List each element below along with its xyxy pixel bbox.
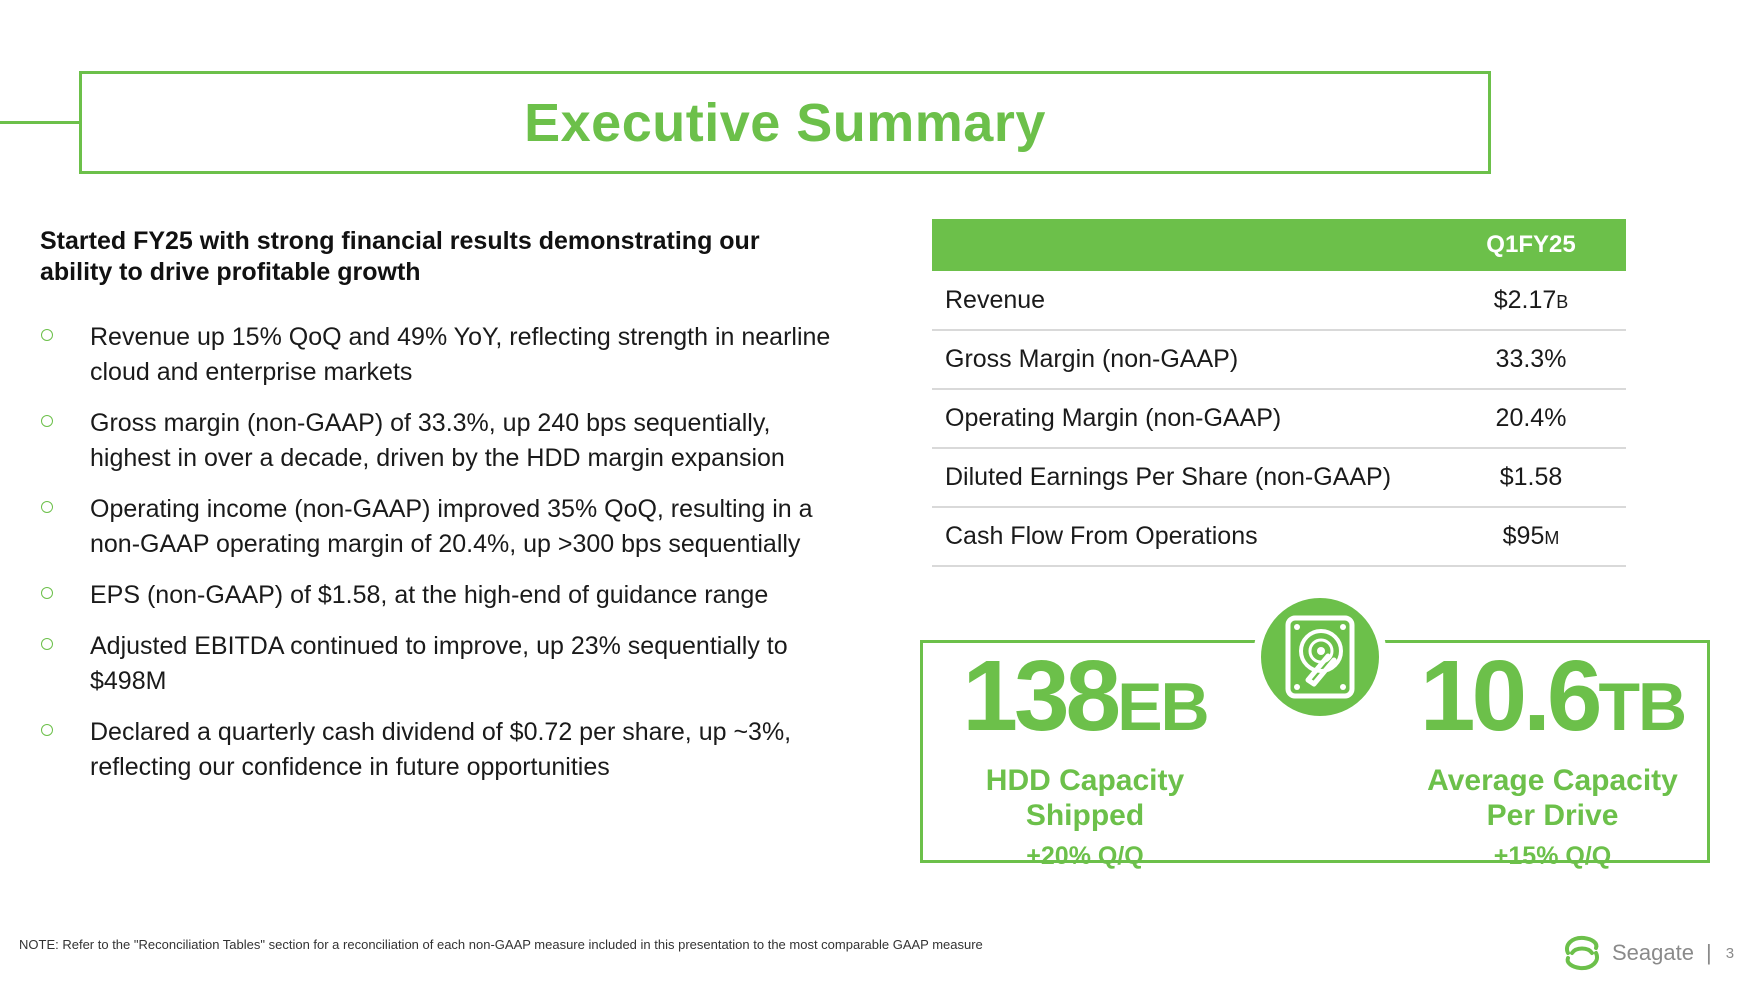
brand-name: Seagate xyxy=(1612,940,1694,965)
bullet-item: Gross margin (non-GAAP) of 33.3%, up 240… xyxy=(40,406,840,476)
stat-label-line: Average Capacity xyxy=(1427,764,1678,797)
footnote: NOTE: Refer to the "Reconciliation Table… xyxy=(19,937,983,952)
bullet-item: Declared a quarterly cash dividend of $0… xyxy=(40,715,840,785)
bullet-text: Operating income (non-GAAP) improved 35%… xyxy=(90,495,813,558)
metric-label: Gross Margin (non-GAAP) xyxy=(932,330,1436,390)
page-title: Executive Summary xyxy=(524,92,1046,153)
bullet-item: Adjusted EBITDA continued to improve, up… xyxy=(40,629,840,699)
stat-label-line: Shipped xyxy=(1025,799,1145,832)
hollow-circle-bullet-icon xyxy=(41,724,53,736)
stat-change: +15% Q/Q xyxy=(1493,842,1612,870)
hollow-circle-bullet-icon xyxy=(41,638,53,650)
metric-value-unit: B xyxy=(1556,291,1569,312)
bullet-text: EPS (non-GAAP) of $1.58, at the high-end… xyxy=(90,581,769,609)
hollow-circle-bullet-icon xyxy=(41,501,53,513)
title-box: Executive Summary xyxy=(79,71,1491,174)
metric-value: $2.17B xyxy=(1436,271,1626,331)
summary-bullet-list: Revenue up 15% QoQ and 49% YoY, reflecti… xyxy=(40,320,840,801)
hollow-circle-bullet-icon xyxy=(41,415,53,427)
metric-value-number: 20.4% xyxy=(1495,404,1567,432)
stat-value: 10.6TB xyxy=(1400,646,1705,755)
metric-value: 20.4% xyxy=(1436,389,1626,449)
bullet-item: Operating income (non-GAAP) improved 35%… xyxy=(40,492,840,562)
metric-value-number: $95 xyxy=(1502,522,1545,550)
table-row: Diluted Earnings Per Share (non-GAAP) $1… xyxy=(932,448,1626,508)
stat-change: +20% Q/Q xyxy=(1026,842,1144,870)
table-header-row: Q1FY25 xyxy=(932,219,1626,271)
financial-metrics-table: Q1FY25 Revenue $2.17B Gross Margin (non-… xyxy=(932,219,1626,567)
hollow-circle-bullet-icon xyxy=(41,587,53,599)
stat-label: Average Capacity Per Drive xyxy=(1400,763,1705,833)
metric-label: Revenue xyxy=(932,271,1436,331)
metric-value-unit: M xyxy=(1544,528,1560,548)
bullet-text: Gross margin (non-GAAP) of 33.3%, up 240… xyxy=(90,409,785,472)
bullet-text: Declared a quarterly cash dividend of $0… xyxy=(90,718,792,781)
stat-value-unit: EB xyxy=(1117,669,1209,745)
metric-label: Diluted Earnings Per Share (non-GAAP) xyxy=(932,448,1436,508)
bullet-text: Adjusted EBITDA continued to improve, up… xyxy=(90,632,788,695)
stat-value-number: 10.6 xyxy=(1419,640,1603,752)
stat-value-number: 138 xyxy=(962,640,1121,752)
bullet-text: Revenue up 15% QoQ and 49% YoY, reflecti… xyxy=(90,323,831,386)
metric-value-number: $1.58 xyxy=(1499,463,1563,491)
metric-value-number: 33.3% xyxy=(1495,345,1567,373)
metric-value: 33.3% xyxy=(1436,330,1626,390)
table-header-period: Q1FY25 xyxy=(1436,219,1626,271)
stat-hdd-capacity: 138EB HDD Capacity Shipped +20% Q/Q xyxy=(930,646,1240,871)
bullet-item: EPS (non-GAAP) of $1.58, at the high-end… xyxy=(40,578,840,613)
lead-statement: Started FY25 with strong financial resul… xyxy=(40,227,760,286)
hard-drive-badge xyxy=(1253,590,1387,724)
table-row: Operating Margin (non-GAAP) 20.4% xyxy=(932,389,1626,449)
seagate-logo-icon xyxy=(1565,935,1599,971)
metric-label: Cash Flow From Operations xyxy=(932,507,1436,567)
footer-branding: Seagate | 3 xyxy=(1560,933,1734,973)
stat-average-capacity: 10.6TB Average Capacity Per Drive +15% Q/… xyxy=(1400,646,1705,871)
page-number: 3 xyxy=(1725,944,1735,962)
table-row: Gross Margin (non-GAAP) 33.3% xyxy=(932,330,1626,390)
metric-value: $1.58 xyxy=(1436,448,1626,508)
stat-value-unit: TB xyxy=(1598,669,1687,745)
stat-label-line: Per Drive xyxy=(1486,799,1619,832)
bullet-item: Revenue up 15% QoQ and 49% YoY, reflecti… xyxy=(40,320,840,390)
stat-label-line: HDD Capacity xyxy=(985,764,1185,797)
metric-value: $95M xyxy=(1436,507,1626,567)
table-row: Cash Flow From Operations $95M xyxy=(932,507,1626,567)
hollow-circle-bullet-icon xyxy=(41,329,53,341)
table-row: Revenue $2.17B xyxy=(932,271,1626,331)
metric-label: Operating Margin (non-GAAP) xyxy=(932,389,1436,449)
title-accent-line xyxy=(0,121,80,124)
stat-value: 138EB xyxy=(930,646,1240,755)
metric-value-number: $2.17 xyxy=(1493,285,1557,314)
stat-label: HDD Capacity Shipped xyxy=(930,763,1240,833)
footer-separator: | xyxy=(1705,940,1712,965)
hard-drive-icon xyxy=(1285,615,1355,699)
table-header-spacer xyxy=(932,219,1436,271)
